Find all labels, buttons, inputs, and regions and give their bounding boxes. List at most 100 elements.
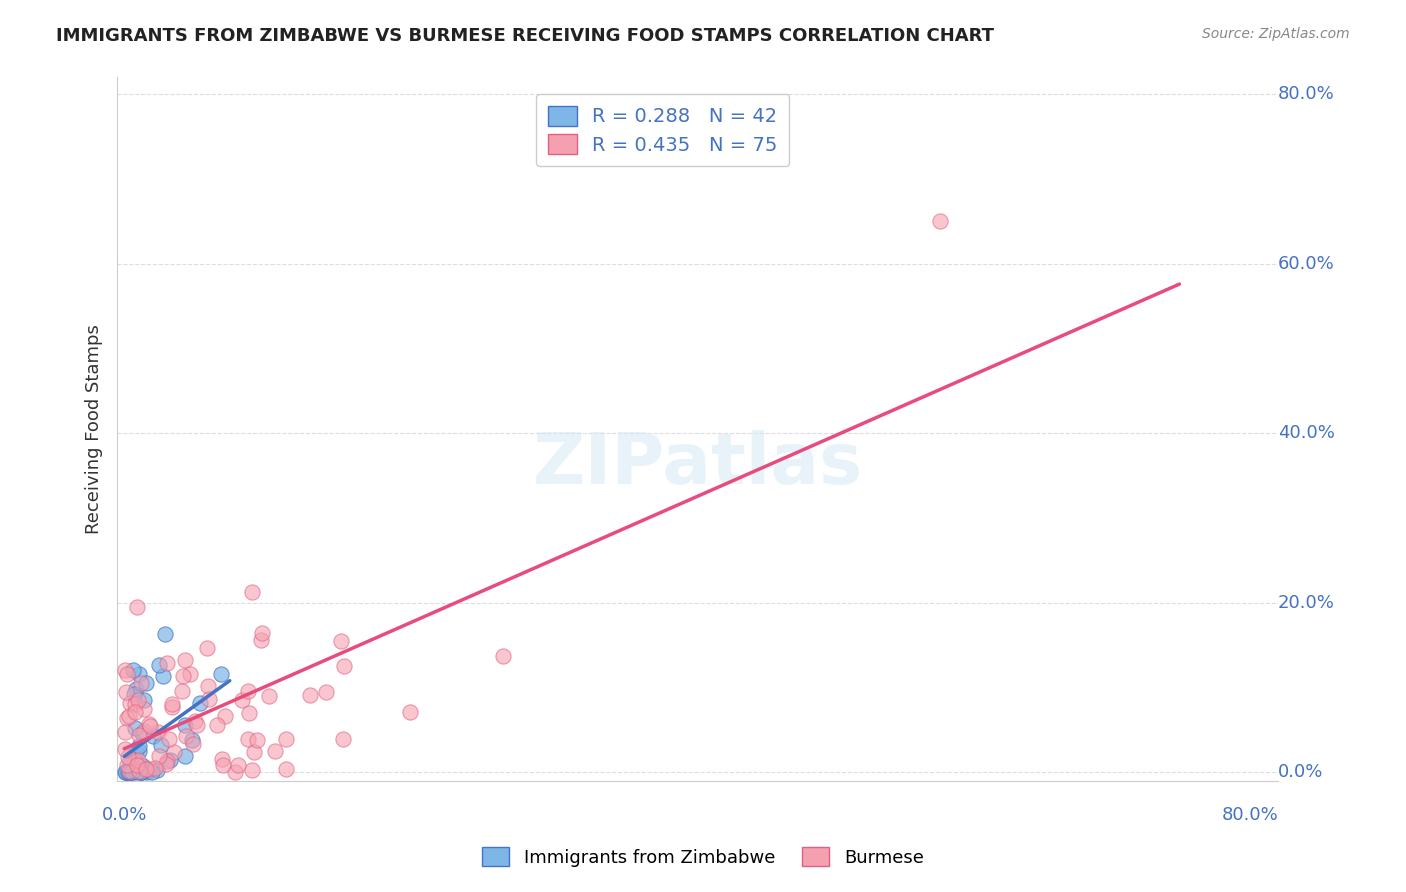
Point [129,676,152,690]
Text: 0.0%: 0.0% [1278,764,1323,781]
Text: 60.0%: 60.0% [1278,255,1334,273]
Point [141,765,163,780]
Point [246,732,269,747]
Point [263,744,285,758]
Point [129,765,152,780]
Point [114,725,136,739]
Point [184,714,207,728]
Text: ZIPatlas: ZIPatlas [533,430,863,499]
Point [148,749,170,764]
Point [333,658,356,673]
Point [173,653,195,667]
Point [332,731,354,746]
Point [131,726,153,740]
Text: Source: ZipAtlas.com: Source: ZipAtlas.com [1202,27,1350,41]
Point [228,757,250,772]
Point [114,663,136,677]
Point [329,634,352,648]
Point [125,682,148,697]
Point [114,742,136,756]
Point [124,698,146,712]
Point [162,700,184,714]
Text: 0.0%: 0.0% [101,806,146,824]
Point [240,585,263,599]
Point [135,762,157,776]
Point [132,702,155,716]
Point [132,759,155,773]
Point [156,656,179,670]
Point [155,627,177,641]
Point [120,765,142,780]
Point [163,746,186,760]
Point [148,724,170,739]
Point [121,663,143,677]
Point [124,754,146,768]
Point [118,696,141,710]
Point [134,693,156,707]
Point [115,758,138,772]
Point [127,753,149,767]
Point [128,764,150,779]
Point [155,756,177,771]
Point [131,765,153,780]
Point [128,667,150,681]
Point [236,684,259,698]
Point [125,744,148,758]
Text: 80.0%: 80.0% [1278,86,1334,103]
Point [121,765,143,780]
Point [315,684,337,698]
Point [127,693,149,707]
Point [118,708,141,723]
Legend: R = 0.288   N = 42, R = 0.435   N = 75: R = 0.288 N = 42, R = 0.435 N = 75 [536,95,789,167]
Point [198,692,221,706]
Point [492,649,515,664]
Point [146,763,169,777]
Point [274,762,297,776]
Point [138,762,160,776]
Point [131,765,153,780]
Point [135,676,157,690]
Point [156,754,179,768]
Point [197,679,219,693]
Point [115,765,138,780]
Point [243,746,266,760]
Legend: Immigrants from Zimbabwe, Burmese: Immigrants from Zimbabwe, Burmese [475,840,931,874]
Point [214,709,236,723]
Point [121,765,143,780]
Point [170,683,193,698]
Point [231,692,253,706]
Point [181,732,204,747]
Point [128,727,150,741]
Point [209,666,232,681]
Text: 80.0%: 80.0% [1222,806,1278,824]
Point [128,739,150,754]
Point [115,765,138,780]
Point [145,761,167,775]
Point [122,687,145,701]
Point [115,685,138,699]
Point [142,729,165,743]
Point [114,765,136,780]
Point [181,737,204,751]
Point [257,690,280,704]
Point [211,758,233,772]
Point [117,764,139,778]
Point [139,719,162,733]
Point [159,753,181,767]
Text: 20.0%: 20.0% [1278,594,1334,612]
Point [224,764,246,779]
Point [125,758,148,772]
Point [136,765,159,780]
Point [124,705,146,719]
Point [276,732,298,747]
Point [117,750,139,764]
Point [929,214,952,228]
Point [399,705,422,719]
Point [186,717,208,731]
Point [124,722,146,736]
Point [117,711,139,725]
Text: IMMIGRANTS FROM ZIMBABWE VS BURMESE RECEIVING FOOD STAMPS CORRELATION CHART: IMMIGRANTS FROM ZIMBABWE VS BURMESE RECE… [56,27,994,45]
Point [160,697,183,711]
Point [157,731,180,746]
Point [120,756,142,771]
